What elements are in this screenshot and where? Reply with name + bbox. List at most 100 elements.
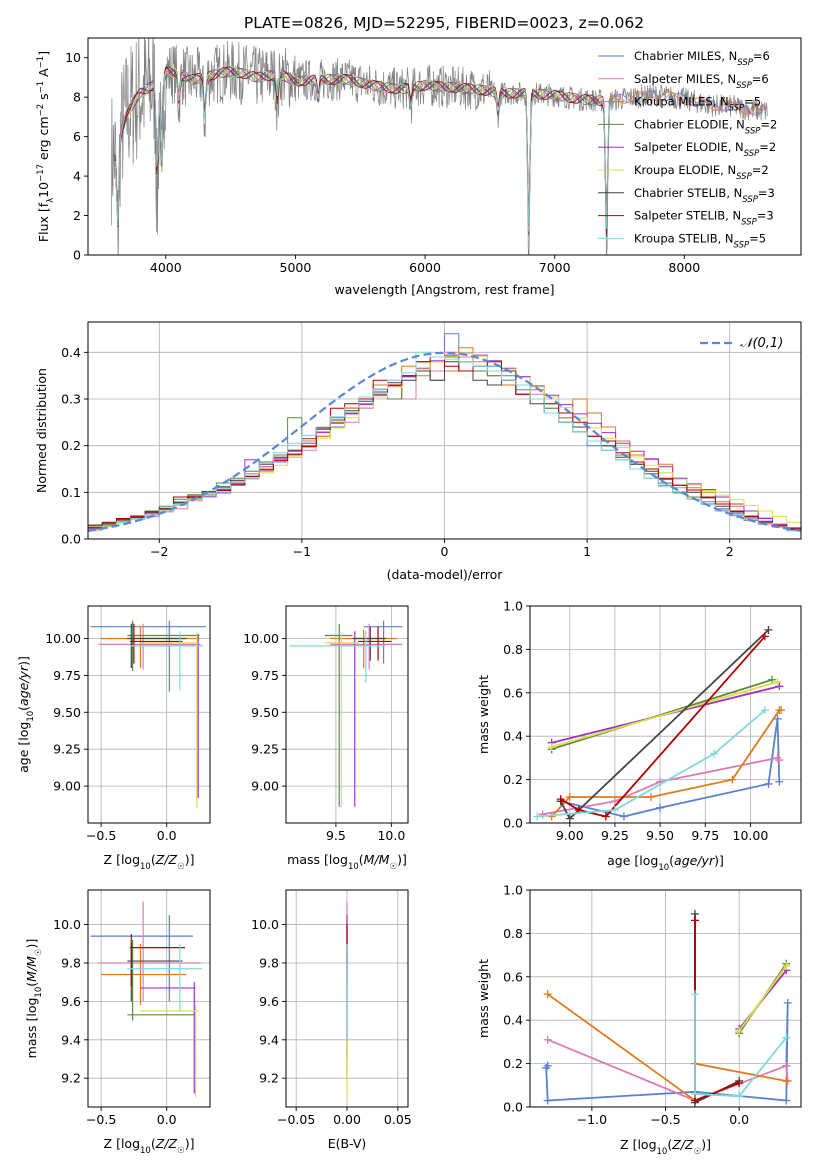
x-axis-label: wavelength [Angstrom, rest frame]	[334, 282, 554, 297]
x-tick-label: 10.00	[733, 828, 769, 843]
x-tick-label: −1	[293, 544, 311, 559]
x-axis-label: E(B-V)	[328, 1136, 367, 1151]
x-tick-label: 0.00	[333, 1112, 361, 1127]
legend: Chabrier MILES, NSSP=6 Salpeter MILES, NS…	[598, 49, 777, 250]
y-tick-label: 9.6	[259, 994, 279, 1009]
axes-frame: −1.0 −0.5 0.0 0.0 0.2 0.4 0.6 0.8 1.0	[503, 883, 802, 1127]
residual-histogram-panel: −2 −1 0 1 2 0.0 0.1 0.2 0.3 0.4 𝒩(0,1) (data-model)…	[34, 321, 802, 582]
weight-marker	[690, 990, 699, 999]
axes-frame: 9.00 9.25 9.50 9.75 10.00 0.0 0.2 0.4 0.6 0.8 1.0	[503, 599, 802, 843]
y-tick-label: 0.0	[503, 1100, 523, 1115]
legend-entry: Chabrier STELIB, NSSP=3	[634, 186, 775, 205]
weight-vs-metallicity-panel: −1.0 −0.5 0.0 0.0 0.2 0.4 0.6 0.8 1.0 mass weight…	[476, 883, 802, 1157]
legend-entry: Chabrier MILES, NSSP=6	[634, 49, 770, 68]
spectrum-panel: 4000 5000 6000 7000 8000 0 2 4 6 8 10 wavelength [A…	[36, 37, 802, 297]
axes-frame: −0.5 0.0 9.00 9.25 9.50 9.75 10.00	[45, 605, 211, 843]
weight-marker	[782, 961, 791, 970]
y-tick-label: 0.6	[503, 969, 523, 984]
weight-marker	[782, 1076, 791, 1085]
x-axis-label: age [log10(age/yr)]	[607, 853, 724, 873]
x-tick-label: 9.5	[326, 828, 346, 843]
y-tick-label: 9.4	[61, 1032, 81, 1047]
y-tick-label: 0.2	[61, 438, 81, 453]
weight-marker	[543, 990, 552, 999]
weight-marker	[764, 779, 773, 788]
y-axis-label: age [log10(age/yr)]	[16, 656, 36, 773]
weight-vs-age-panel: 9.00 9.25 9.50 9.75 10.00 0.0 0.2 0.4 0.6 0.8 1.0 m…	[476, 599, 802, 873]
y-tick-label: 0.4	[503, 729, 523, 744]
weight-line	[738, 965, 788, 1032]
weight-marker	[565, 814, 574, 823]
x-tick-label: −0.5	[86, 828, 116, 843]
y-tick-label: 9.6	[61, 994, 81, 1009]
mass-vs-extinction-panel: −0.05 0.00 0.05 9.2 9.4 9.6 9.8 10.0 E(B-V)	[251, 889, 412, 1151]
y-tick-label: 9.50	[251, 705, 279, 720]
axes-frame: −0.5 0.0 9.2 9.4 9.6 9.8 10.0	[53, 889, 211, 1127]
normal-reference-curve	[88, 351, 801, 532]
y-tick-label: 9.25	[251, 742, 279, 757]
weight-marker	[565, 792, 574, 801]
axes-frame: 4000 5000 6000 7000 8000 0 2 4 6 8 10	[65, 37, 802, 275]
weight-marker	[760, 706, 769, 715]
y-axis-label: mass [log10(M/M☉)]	[24, 939, 44, 1059]
weight-marker	[782, 1096, 791, 1105]
legend-entry: Salpeter STELIB, NSSP=3	[634, 209, 774, 228]
y-tick-label: 0.1	[61, 485, 81, 500]
x-tick-label: 0.0	[729, 1112, 749, 1127]
y-tick-label: 0.8	[503, 642, 523, 657]
y-tick-label: 4	[73, 169, 81, 184]
weight-marker	[735, 1027, 744, 1036]
weight-marker	[656, 803, 665, 812]
plot-area	[533, 625, 786, 823]
y-tick-label: 9.8	[61, 955, 81, 970]
x-axis-label: Z [log10(Z/Z☉)]	[104, 1136, 195, 1156]
weight-line	[545, 1002, 789, 1102]
y-axis-label: mass weight	[476, 675, 491, 754]
weight-marker	[773, 677, 782, 686]
weight-marker	[773, 714, 782, 723]
y-tick-label: 10	[65, 50, 81, 65]
x-tick-label: 10.0	[377, 828, 405, 843]
axes-border	[285, 605, 409, 824]
plot-area	[542, 909, 792, 1107]
weight-marker	[783, 998, 792, 1007]
weight-marker	[542, 1063, 551, 1072]
weight-marker	[547, 743, 556, 752]
weight-line	[560, 718, 781, 818]
x-tick-label: −0.05	[277, 1112, 315, 1127]
x-axis-label: mass [log10(M/M☉)]	[287, 852, 407, 872]
x-tick-label: −0.5	[86, 1112, 116, 1127]
y-tick-label: 10.00	[243, 631, 279, 646]
weight-marker	[710, 749, 719, 758]
weight-line	[560, 635, 766, 818]
y-tick-label: 0.3	[61, 392, 81, 407]
x-tick-label: 2	[726, 544, 734, 559]
y-tick-label: 1.0	[503, 599, 523, 614]
weight-line	[547, 1038, 789, 1102]
weight-marker	[775, 777, 784, 786]
y-axis-label: Flux [fλ10−17 erg cm−2 s−1 A−1]	[36, 51, 56, 242]
y-tick-label: 0.0	[61, 532, 81, 547]
y-tick-label: 10.0	[53, 917, 81, 932]
weight-marker	[556, 795, 565, 804]
weight-marker	[533, 812, 542, 821]
model-fit-line	[113, 68, 768, 233]
y-tick-label: 0	[73, 248, 81, 263]
plot-area	[90, 620, 207, 809]
weight-line	[537, 709, 766, 818]
weight-marker	[610, 797, 619, 806]
weight-marker	[735, 1079, 744, 1088]
weight-marker	[601, 812, 610, 821]
legend: 𝒩(0,1)	[700, 336, 783, 351]
x-tick-label: 9.25	[601, 828, 629, 843]
figure-title: PLATE=0826, MJD=52295, FIBERID=0023, z=0…	[244, 14, 644, 32]
weight-marker	[547, 812, 556, 821]
y-tick-label: 9.25	[53, 742, 81, 757]
y-tick-label: 8	[73, 90, 81, 105]
y-tick-label: 2	[73, 208, 81, 223]
y-tick-label: 6	[73, 129, 81, 144]
y-tick-label: 9.75	[251, 668, 279, 683]
histogram-step	[88, 351, 801, 539]
y-tick-label: 10.0	[251, 917, 279, 932]
